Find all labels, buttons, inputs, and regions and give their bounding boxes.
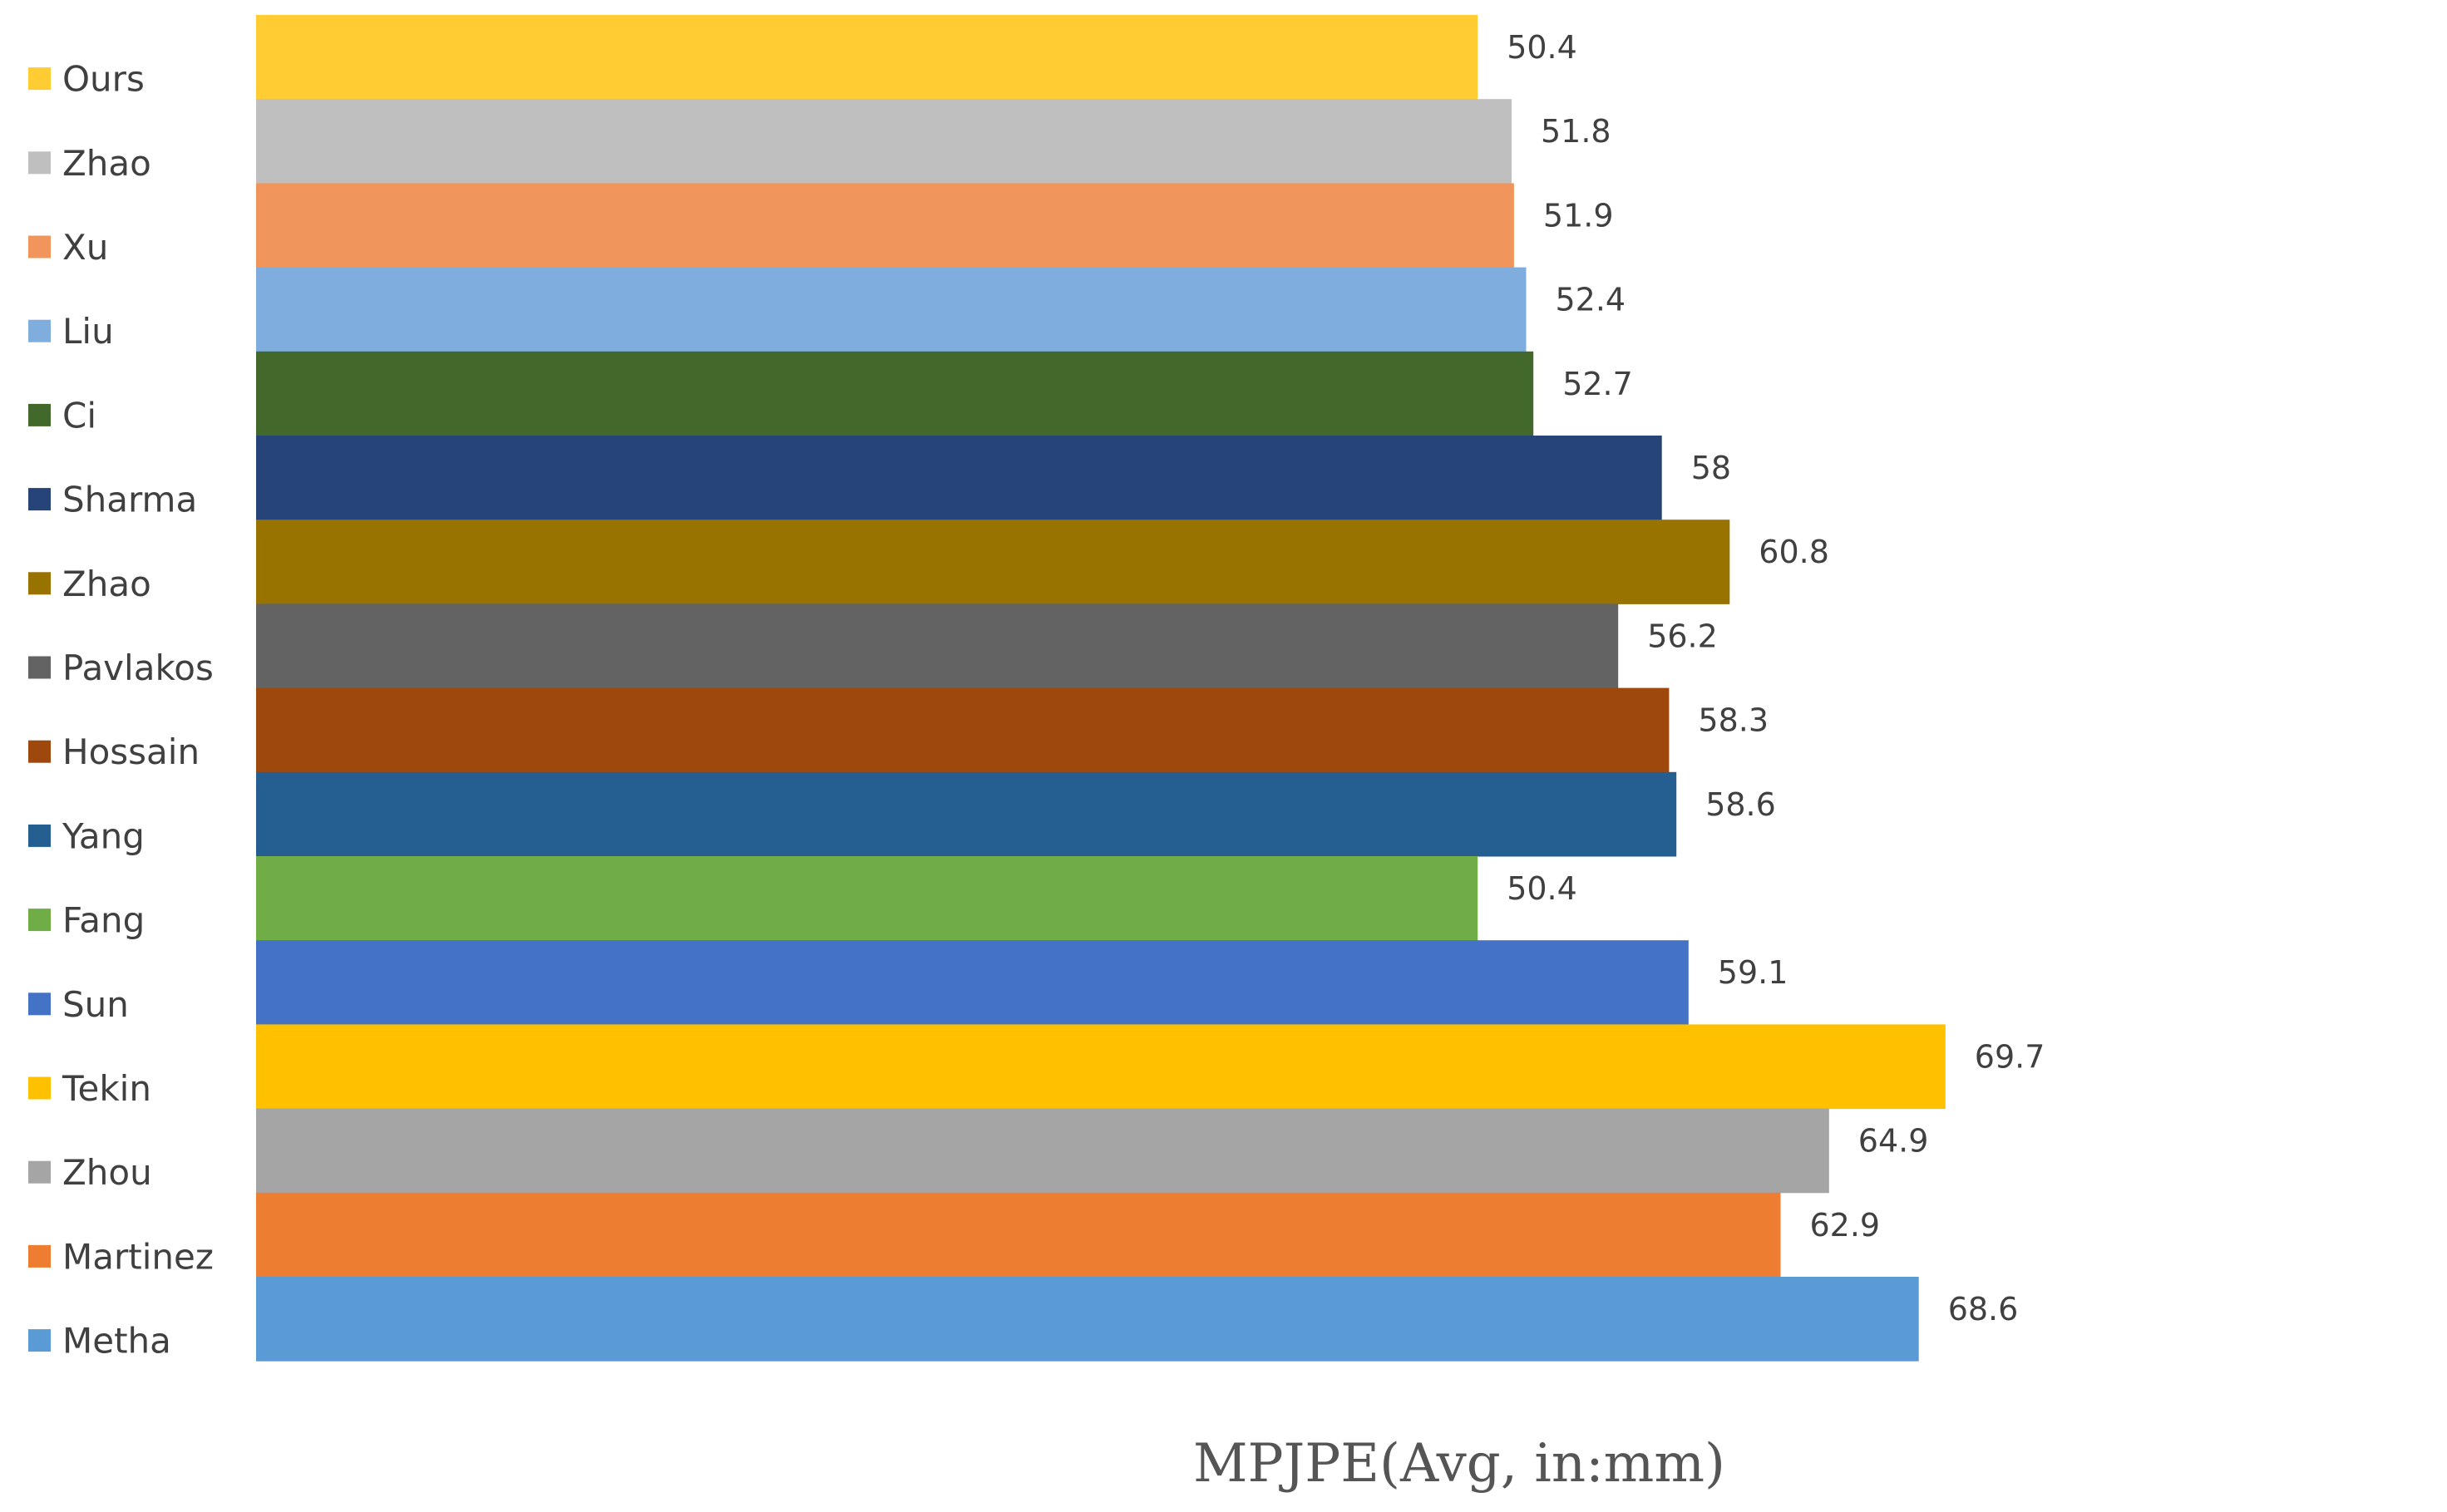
legend-swatch-10 — [28, 909, 51, 932]
legend-label-2: Xu — [62, 227, 108, 268]
bar-4 — [256, 351, 1534, 436]
bar-15 — [256, 1277, 1919, 1362]
x-axis-title: MPJPE(Avg, in:mm) — [1193, 1433, 1725, 1495]
legend-swatch-13 — [28, 1160, 51, 1184]
legend-label-9: Yang — [62, 815, 145, 856]
legend: Ours Zhao Xu Liu Ci Sharma Zhao Pavlakos Hossain… — [28, 59, 214, 1362]
bar-13 — [256, 1108, 1829, 1194]
bar-9 — [256, 771, 1677, 857]
legend-swatch-6 — [28, 572, 51, 595]
value-label-4: 52.7 — [1562, 366, 1633, 402]
bar-1 — [256, 99, 1512, 184]
legend-swatch-9 — [28, 824, 51, 847]
legend-swatch-11 — [28, 992, 51, 1016]
value-label-3: 52.4 — [1556, 282, 1626, 318]
legend-swatch-3 — [28, 319, 51, 342]
legend-swatch-8 — [28, 740, 51, 763]
legend-swatch-14 — [28, 1244, 51, 1268]
bar-12 — [256, 1024, 1946, 1110]
value-label-5: 58 — [1691, 450, 1731, 486]
value-label-10: 50.4 — [1507, 870, 1577, 907]
value-label-15: 68.6 — [1948, 1291, 2019, 1327]
legend-label-6: Zhao — [62, 564, 151, 604]
bar-10 — [256, 856, 1478, 941]
legend-label-14: Martinez — [62, 1236, 214, 1277]
legend-swatch-12 — [28, 1076, 51, 1100]
legend-swatch-15 — [28, 1329, 51, 1352]
value-label-13: 64.9 — [1858, 1123, 1929, 1160]
bar-6 — [256, 520, 1730, 604]
legend-swatch-0 — [28, 67, 51, 91]
legend-label-3: Liu — [62, 311, 114, 352]
legend-label-12: Tekin — [62, 1068, 151, 1109]
value-label-9: 58.6 — [1705, 786, 1776, 823]
bar-8 — [256, 687, 1670, 773]
value-label-8: 58.3 — [1698, 702, 1769, 739]
legend-label-1: Zhao — [62, 143, 151, 184]
value-label-0: 50.4 — [1507, 29, 1577, 66]
legend-label-0: Ours — [62, 59, 145, 100]
value-label-6: 60.8 — [1759, 534, 1829, 570]
legend-label-4: Ci — [62, 395, 96, 436]
legend-label-13: Zhou — [62, 1152, 152, 1193]
bar-0 — [256, 15, 1478, 100]
bar-11 — [256, 940, 1689, 1025]
legend-swatch-7 — [28, 656, 51, 679]
bar-14 — [256, 1192, 1781, 1278]
bar-7 — [256, 603, 1619, 689]
legend-swatch-5 — [28, 488, 51, 511]
legend-swatch-1 — [28, 151, 51, 175]
legend-label-7: Pavlakos — [62, 648, 214, 688]
legend-label-10: Fang — [62, 900, 145, 941]
value-label-11: 59.1 — [1718, 954, 1788, 991]
bar-5 — [256, 436, 1662, 520]
legend-label-5: Sharma — [62, 480, 197, 520]
value-label-2: 51.9 — [1543, 197, 1614, 234]
value-label-14: 62.9 — [1810, 1207, 1881, 1244]
bar-2 — [256, 183, 1514, 268]
legend-label-15: Metha — [62, 1321, 171, 1362]
bar-3 — [256, 267, 1527, 352]
legend-swatch-4 — [28, 403, 51, 426]
legend-swatch-2 — [28, 235, 51, 259]
value-label-7: 56.2 — [1647, 618, 1718, 654]
legend-label-11: Sun — [62, 984, 129, 1025]
value-label-12: 69.7 — [1975, 1038, 2045, 1075]
value-label-1: 51.8 — [1541, 113, 1611, 150]
bars-group: 50.4 51.8 51.9 52.4 52.7 58 60.8 56.2 58.3 58.6 50… — [256, 15, 2045, 1362]
legend-label-8: Hossain — [62, 731, 200, 772]
